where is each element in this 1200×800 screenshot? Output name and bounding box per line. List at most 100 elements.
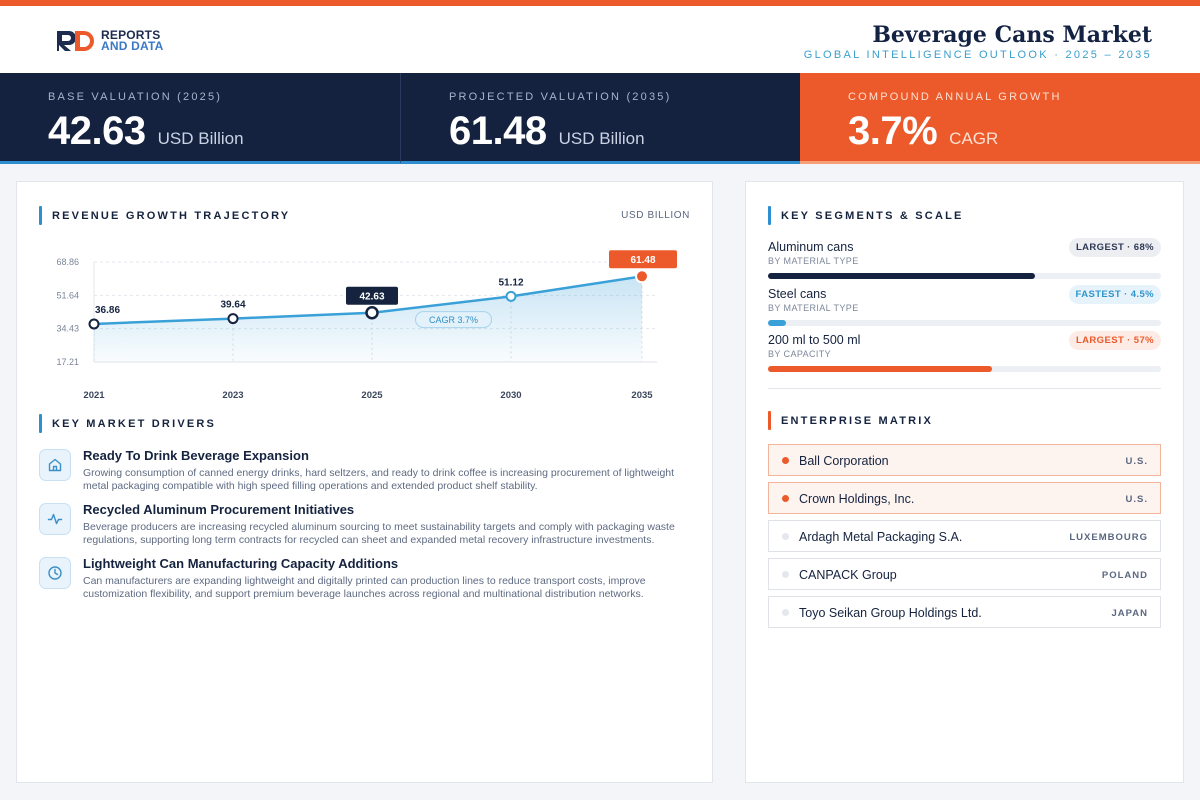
kpi-number: 61.48: [449, 109, 547, 153]
segment-name: Aluminum cans: [768, 240, 854, 254]
kpi-strip: BASE VALUATION (2025) 42.63 USD Billion …: [0, 73, 1200, 164]
x-tick-label: 2030: [500, 390, 521, 401]
x-tick-label: 2021: [83, 390, 105, 401]
data-label-box: [609, 250, 677, 269]
kpi-unit: USD Billion: [558, 129, 645, 148]
kpi-number: 42.63: [48, 109, 146, 153]
driver-text: Can manufacturers are expanding lightwei…: [83, 575, 646, 600]
bullet-dot-icon: [782, 495, 789, 502]
data-label: 61.48: [630, 255, 655, 266]
cagr-annotation-pill: [415, 311, 492, 329]
y-tick-label: 51.64: [56, 290, 79, 300]
y-tick-label: 68.86: [56, 257, 79, 267]
data-label: 36.86: [95, 305, 120, 316]
y-tick-label: 34.43: [56, 324, 79, 334]
home-icon: [39, 449, 71, 481]
driver-title: Lightweight Can Manufacturing Capacity A…: [83, 556, 399, 571]
segments-section-title: KEY SEGMENTS & SCALE: [768, 206, 964, 225]
segment-bar-fill: [768, 273, 1036, 279]
drivers-list: Ready To Drink Beverage Expansion Growin…: [39, 448, 689, 610]
kpi-base-valuation: BASE VALUATION (2025) 42.63 USD Billion: [0, 73, 400, 164]
company-country: U.S.: [1125, 494, 1148, 505]
segment-category: BY MATERIAL TYPE: [768, 303, 859, 313]
data-label: 39.64: [220, 300, 245, 311]
x-tick-label: 2023: [222, 390, 243, 401]
segment-category: BY CAPACITY: [768, 349, 832, 359]
revenue-chart: 68.86 51.64 34.43 17.21 2021 2023 2025 2030 2035…: [56, 250, 677, 401]
segment-bar-fill: [768, 366, 992, 372]
page-subtitle: GLOBAL INTELLIGENCE OUTLOOK · 2025 – 203…: [803, 49, 1152, 61]
kpi-value-row: 42.63 USD Billion: [48, 109, 244, 154]
logo-mark-icon: [55, 29, 97, 53]
segment-name: Steel cans: [768, 287, 827, 301]
company-name: Crown Holdings, Inc.: [799, 492, 915, 506]
company-name: Ardagh Metal Packaging S.A.: [799, 530, 963, 544]
driver-item: Ready To Drink Beverage Expansion Growin…: [39, 448, 689, 493]
company-name: Ball Corporation: [799, 454, 889, 468]
segment-bar-track: [768, 273, 1161, 279]
company-country: POLAND: [1101, 570, 1148, 581]
segment-category: BY MATERIAL TYPE: [768, 256, 859, 266]
kpi-number: 3.7%: [848, 109, 938, 153]
company-row[interactable]: Ardagh Metal Packaging S.A. LUXEMBOURG: [768, 520, 1161, 552]
cagr-annotation-text: CAGR 3.7%: [429, 315, 478, 325]
data-label: 42.63: [359, 291, 384, 302]
brand-logo[interactable]: REPORTS AND DATA: [55, 28, 163, 54]
segment-aluminum-cans: Aluminum cans BY MATERIAL TYPE LARGEST ·…: [768, 238, 1161, 279]
data-point: [505, 290, 517, 302]
company-row[interactable]: Ball Corporation U.S.: [768, 444, 1161, 476]
segment-badge: LARGEST · 68%: [1068, 238, 1161, 257]
y-tick-label: 17.21: [56, 357, 79, 367]
logo-line-1: REPORTS: [101, 28, 161, 42]
x-tick-label: 2035: [631, 390, 653, 401]
matrix-section-title: ENTERPRISE MATRIX: [768, 411, 933, 430]
company-row[interactable]: Toyo Seikan Group Holdings Ltd. JAPAN: [768, 596, 1161, 628]
company-country: U.S.: [1125, 456, 1148, 467]
kpi-value-row: 3.7% CAGR: [848, 109, 998, 154]
company-name: Toyo Seikan Group Holdings Ltd.: [799, 606, 982, 620]
kpi-label: BASE VALUATION (2025): [48, 91, 223, 103]
drivers-section-title: KEY MARKET DRIVERS: [39, 414, 216, 433]
x-tick-label: 2025: [361, 390, 383, 401]
header: REPORTS AND DATA Beverage Cans Market GL…: [0, 6, 1200, 73]
segment-badge: FASTEST · 4.5%: [1068, 285, 1161, 304]
bullet-dot-icon: [782, 533, 789, 540]
bullet-dot-icon: [782, 457, 789, 464]
segment-bar-fill: [768, 320, 786, 326]
logo-text: REPORTS AND DATA: [101, 28, 164, 53]
segment-name: 200 ml to 500 ml: [768, 333, 861, 347]
activity-icon: [39, 503, 71, 535]
company-country: JAPAN: [1111, 608, 1148, 619]
driver-text: Growing consumption of canned energy dri…: [83, 467, 675, 492]
kpi-projected-valuation: PROJECTED VALUATION (2035) 61.48 USD Bil…: [400, 73, 800, 164]
data-point: [227, 313, 239, 325]
segment-bar-track: [768, 366, 1161, 372]
company-country: LUXEMBOURG: [1069, 532, 1148, 543]
chart-unit-label: USD BILLION: [621, 210, 690, 221]
data-label: 51.12: [498, 277, 523, 288]
driver-title: Recycled Aluminum Procurement Initiative…: [83, 502, 355, 517]
kpi-unit: USD Billion: [157, 129, 244, 148]
clock-icon: [39, 557, 71, 589]
kpi-unit: CAGR: [949, 129, 999, 148]
right-panel: KEY SEGMENTS & SCALE Aluminum cans BY MA…: [745, 181, 1184, 783]
chart-section-title: REVENUE GROWTH TRAJECTORY: [39, 206, 290, 225]
kpi-value-row: 61.48 USD Billion: [449, 109, 645, 154]
kpi-label: COMPOUND ANNUAL GROWTH: [848, 91, 1062, 103]
kpi-label: PROJECTED VALUATION (2035): [449, 91, 672, 103]
bullet-dot-icon: [782, 609, 789, 616]
section-divider: [768, 388, 1161, 389]
page-title: Beverage Cans Market: [872, 22, 1152, 48]
company-row[interactable]: Crown Holdings, Inc. U.S.: [768, 482, 1161, 514]
data-point: [635, 269, 649, 284]
segment-200-500ml: 200 ml to 500 ml BY CAPACITY LARGEST · 5…: [768, 331, 1161, 372]
logo-line-2: AND DATA: [101, 39, 164, 53]
segment-badge: LARGEST · 57%: [1068, 331, 1161, 350]
driver-title: Ready To Drink Beverage Expansion: [83, 448, 309, 463]
bullet-dot-icon: [782, 571, 789, 578]
driver-text: Beverage producers are increasing recycl…: [83, 521, 675, 546]
company-name: CANPACK Group: [799, 568, 897, 582]
data-label-box: [346, 286, 398, 305]
company-row[interactable]: CANPACK Group POLAND: [768, 558, 1161, 590]
segment-steel-cans: Steel cans BY MATERIAL TYPE FASTEST · 4.…: [768, 285, 1161, 326]
